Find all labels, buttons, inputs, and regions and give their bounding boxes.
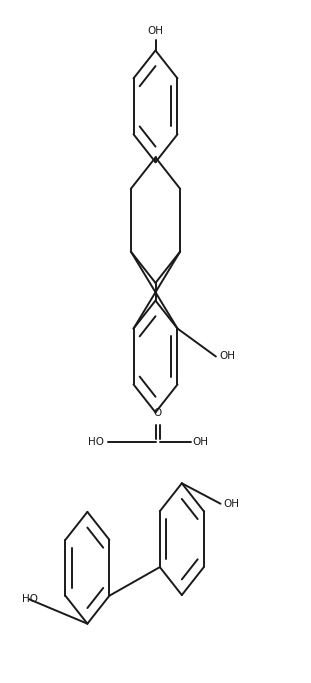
Text: OH: OH — [219, 352, 235, 361]
Text: OH: OH — [193, 437, 209, 447]
Text: HO: HO — [88, 437, 104, 447]
Text: HO: HO — [22, 594, 38, 604]
Text: O: O — [154, 408, 162, 418]
Text: OH: OH — [224, 499, 239, 509]
Text: OH: OH — [147, 26, 164, 36]
